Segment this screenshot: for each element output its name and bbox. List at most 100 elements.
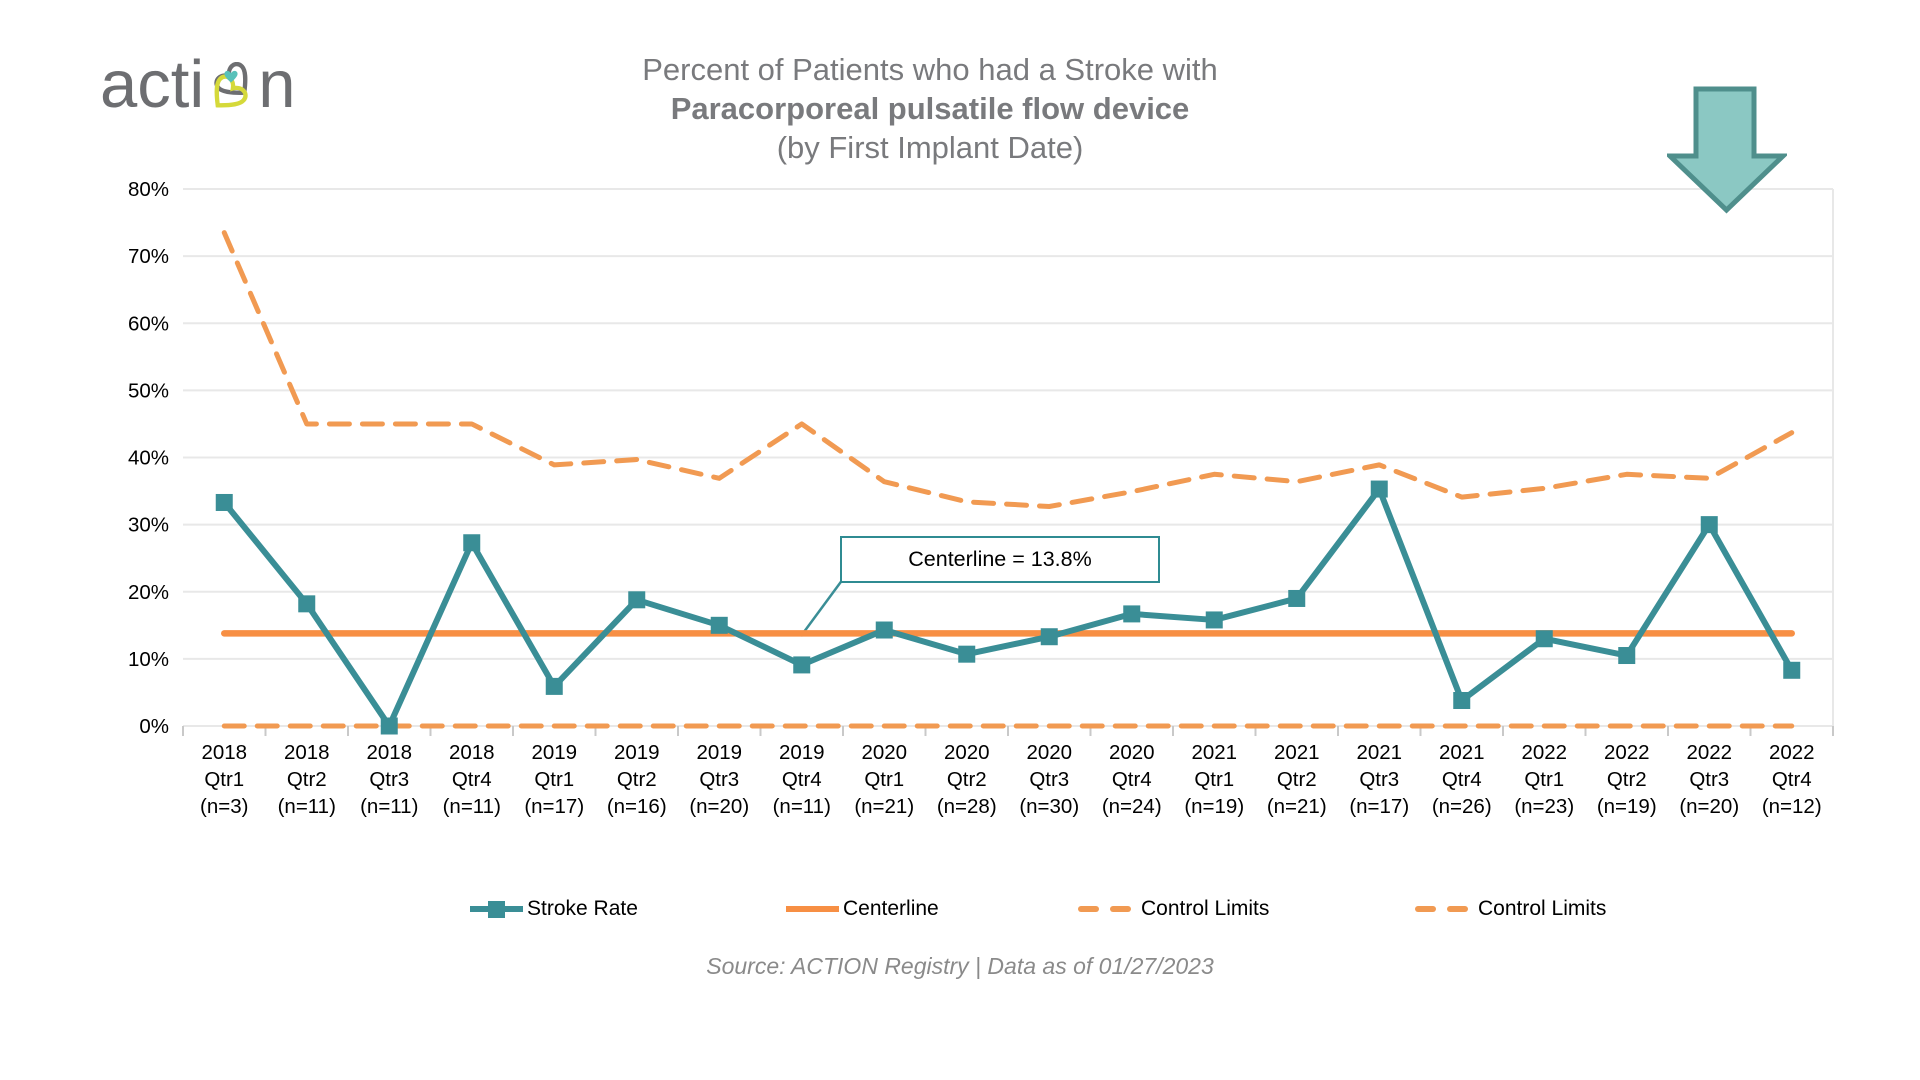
y-axis-tick-label: 20% bbox=[128, 581, 169, 604]
data-point-marker bbox=[1288, 589, 1306, 607]
y-axis-tick-label: 50% bbox=[128, 379, 169, 402]
data-point-marker bbox=[875, 621, 893, 639]
x-axis-label: 2021 bbox=[1439, 741, 1485, 764]
x-axis-label: (n=20) bbox=[689, 795, 749, 818]
x-axis-label: (n=21) bbox=[1267, 795, 1327, 818]
data-point-marker bbox=[1205, 611, 1223, 629]
x-axis-label: Qtr1 bbox=[534, 768, 574, 791]
x-axis-label: 2018 bbox=[366, 741, 412, 764]
x-axis-label: 2019 bbox=[614, 741, 660, 764]
legend-item-centerline: Centerline bbox=[786, 897, 939, 921]
centerline-annotation-text: Centerline = 13.8% bbox=[908, 547, 1092, 571]
control-limits-swatch-icon bbox=[1415, 905, 1468, 913]
down-arrow-icon bbox=[1667, 86, 1787, 214]
x-axis-label: 2018 bbox=[284, 741, 330, 764]
x-axis-label: (n=20) bbox=[1679, 795, 1739, 818]
x-axis-label: (n=3) bbox=[200, 795, 248, 818]
data-point-marker bbox=[1453, 691, 1471, 709]
x-axis-label: Qtr2 bbox=[617, 768, 657, 791]
data-point-marker bbox=[1618, 647, 1636, 665]
x-axis-label: (n=19) bbox=[1184, 795, 1244, 818]
control-limit-upper-line bbox=[221, 230, 1795, 510]
data-point-marker bbox=[628, 591, 646, 609]
y-axis-tick-label: 0% bbox=[139, 715, 169, 738]
y-axis-tick-label: 40% bbox=[128, 447, 169, 470]
x-axis-label: 2020 bbox=[1109, 741, 1155, 764]
x-axis-label: 2019 bbox=[531, 741, 577, 764]
data-point-marker bbox=[710, 616, 728, 634]
x-axis-label: (n=28) bbox=[937, 795, 997, 818]
title-line-1: Percent of Patients who had a Stroke wit… bbox=[642, 52, 1218, 87]
y-axis-tick-label: 60% bbox=[128, 312, 169, 335]
action-logo: acti n bbox=[100, 48, 296, 122]
x-axis-label: Qtr4 bbox=[1442, 768, 1482, 791]
x-axis-label: 2019 bbox=[779, 741, 825, 764]
x-axis-label: Qtr3 bbox=[1689, 768, 1729, 791]
title-line-3: (by First Implant Date) bbox=[776, 130, 1084, 165]
x-axis-label: (n=19) bbox=[1597, 795, 1657, 818]
x-axis-label: Qtr1 bbox=[204, 768, 244, 791]
data-point-marker bbox=[215, 493, 233, 511]
y-axis-tick-label: 70% bbox=[128, 245, 169, 268]
x-axis-label: 2022 bbox=[1686, 741, 1732, 764]
data-point-marker bbox=[1783, 661, 1801, 679]
x-axis-label: 2021 bbox=[1274, 741, 1320, 764]
stroke-rate-swatch-icon bbox=[470, 900, 523, 918]
legend-item-control-limits-lower: Control Limits bbox=[1415, 897, 1606, 921]
x-axis-label: 2022 bbox=[1521, 741, 1567, 764]
x-axis-label: 2019 bbox=[696, 741, 742, 764]
data-point-marker bbox=[793, 656, 811, 674]
x-axis-label: 2020 bbox=[861, 741, 907, 764]
x-axis-label: (n=26) bbox=[1432, 795, 1492, 818]
x-axis-label: Qtr4 bbox=[1112, 768, 1152, 791]
x-axis-label: 2021 bbox=[1356, 741, 1402, 764]
data-point-marker bbox=[1535, 630, 1553, 648]
data-point-marker bbox=[1123, 605, 1141, 623]
x-axis-label: Qtr2 bbox=[1607, 768, 1647, 791]
x-axis-label: Qtr3 bbox=[1029, 768, 1069, 791]
x-axis-label: 2021 bbox=[1191, 741, 1237, 764]
stroke-rate-line bbox=[221, 486, 1795, 729]
x-axis-label: Qtr4 bbox=[452, 768, 492, 791]
x-axis-label: (n=12) bbox=[1762, 795, 1822, 818]
annotation-leader-line bbox=[799, 578, 845, 637]
y-axis-tick-label: 10% bbox=[128, 648, 169, 671]
title-line-2: Paracorporeal pulsatile flow device bbox=[670, 91, 1190, 126]
x-axis-label: (n=11) bbox=[443, 795, 501, 818]
x-axis-label: Qtr2 bbox=[287, 768, 327, 791]
data-point-marker bbox=[1700, 516, 1718, 534]
chart-title-block: Percent of Patients who had a Stroke wit… bbox=[0, 50, 1860, 167]
x-axis-label: (n=17) bbox=[1349, 795, 1409, 818]
data-point-marker bbox=[1040, 628, 1058, 646]
x-axis-label: Qtr4 bbox=[1772, 768, 1812, 791]
legend-label: Centerline bbox=[843, 897, 939, 920]
y-axis-tick-label: 30% bbox=[128, 514, 169, 537]
x-axis-label: Qtr4 bbox=[782, 768, 822, 791]
x-axis-label: 2022 bbox=[1769, 741, 1815, 764]
x-axis-label: 2020 bbox=[944, 741, 990, 764]
legend-label: Stroke Rate bbox=[527, 897, 638, 920]
data-point-marker bbox=[298, 595, 316, 613]
data-point-marker bbox=[958, 645, 976, 663]
x-axis-label: (n=23) bbox=[1514, 795, 1574, 818]
x-axis-label: Qtr3 bbox=[699, 768, 739, 791]
x-axis-label: 2018 bbox=[449, 741, 495, 764]
data-point-marker bbox=[380, 717, 398, 735]
x-axis-label: 2022 bbox=[1604, 741, 1650, 764]
centerline-annotation-box: Centerline = 13.8% bbox=[840, 536, 1160, 583]
x-axis-label: (n=24) bbox=[1102, 795, 1162, 818]
x-axis-label: (n=21) bbox=[854, 795, 914, 818]
y-axis-tick-label: 80% bbox=[128, 178, 169, 201]
x-axis-label: (n=16) bbox=[607, 795, 667, 818]
hearts-logo-icon bbox=[214, 62, 248, 108]
x-axis-label: Qtr3 bbox=[1359, 768, 1399, 791]
legend-item-control-limits-upper: Control Limits bbox=[1078, 897, 1269, 921]
data-point-marker bbox=[1370, 480, 1388, 498]
data-point-marker bbox=[463, 534, 481, 552]
logo-text-left: acti bbox=[100, 47, 205, 122]
data-point-marker bbox=[545, 677, 563, 695]
source-text: Source: ACTION Registry | Data as of 01/… bbox=[706, 953, 1214, 979]
x-axis-label: 2018 bbox=[201, 741, 247, 764]
